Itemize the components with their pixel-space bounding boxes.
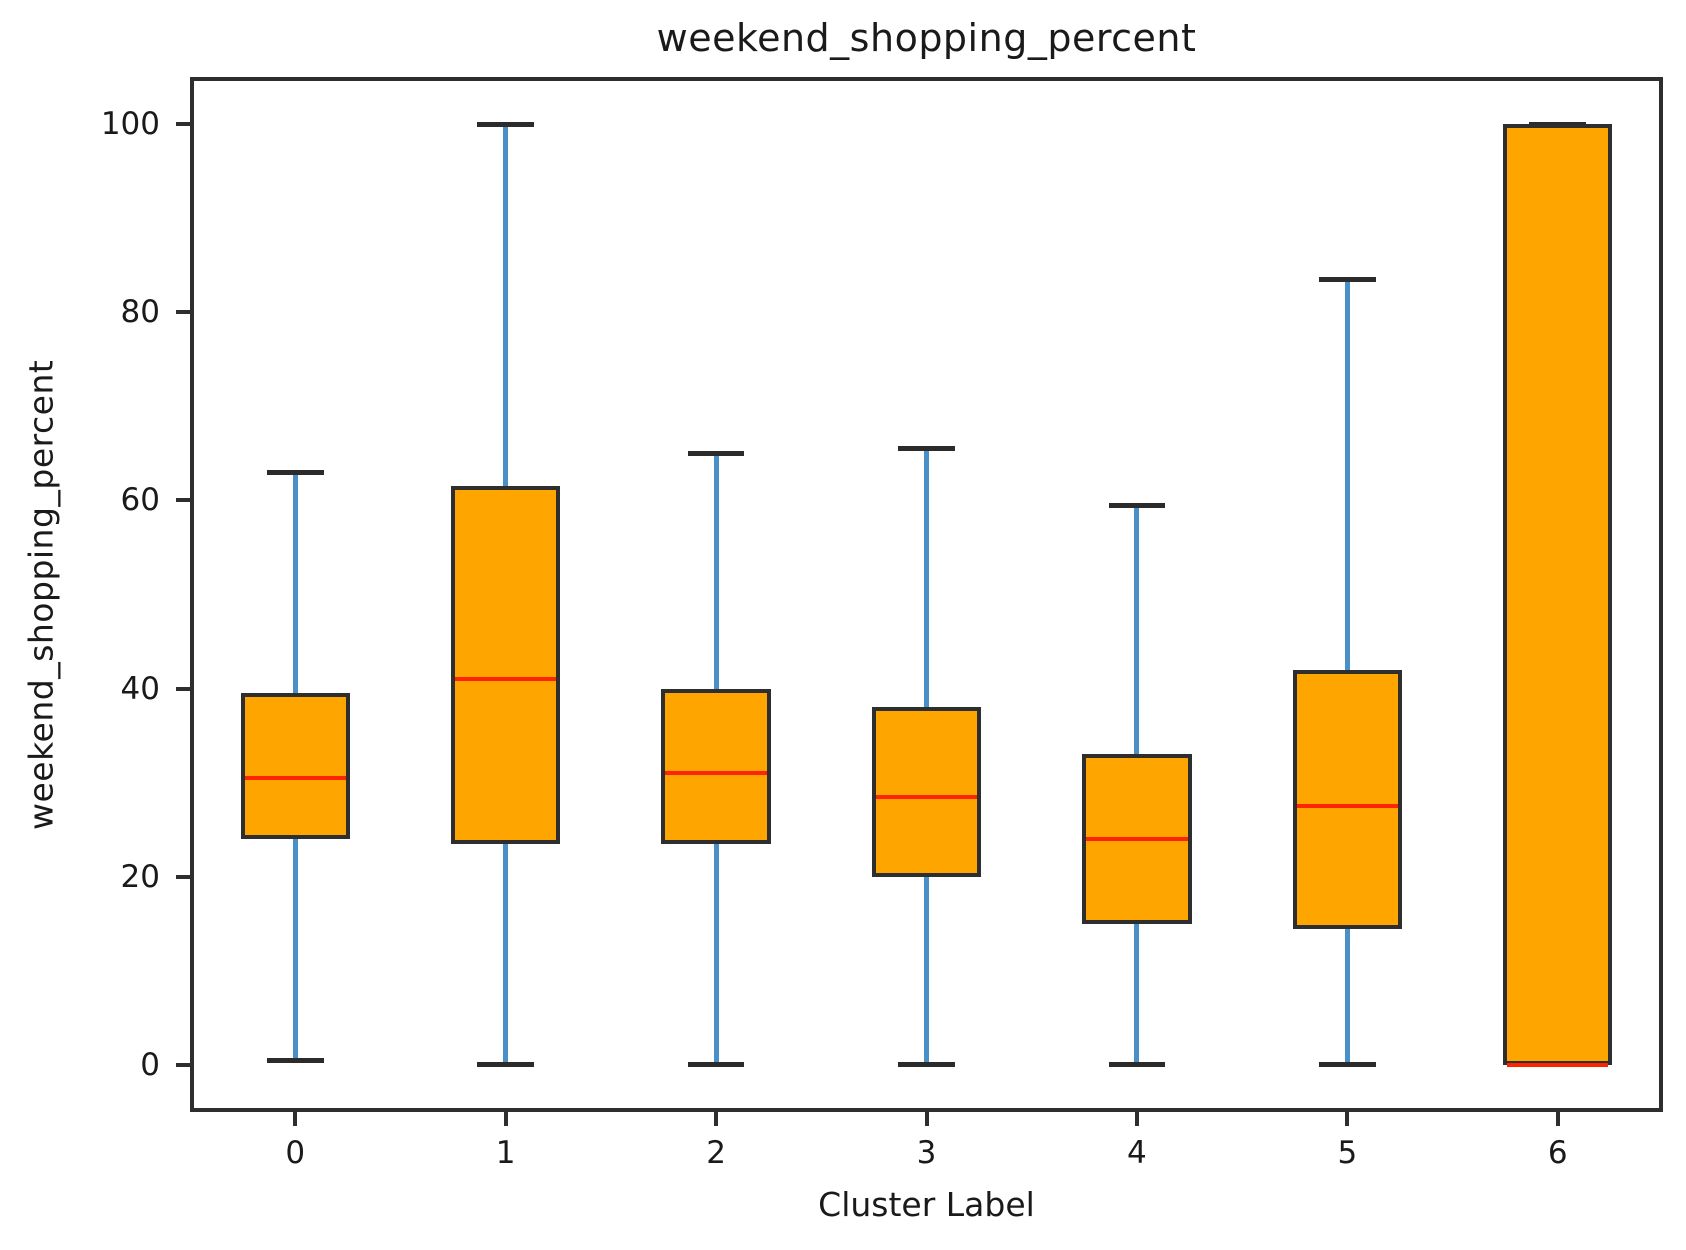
x-tick-mark-6: [1555, 1112, 1560, 1126]
y-tick-mark-100: [176, 122, 190, 127]
y-axis-label: weekend_shopping_percent: [21, 359, 61, 830]
cap-upper-cluster-1: [477, 121, 535, 127]
box-cluster-0: [240, 693, 350, 840]
median-cluster-5: [1296, 804, 1399, 809]
x-tick-label-3: 3: [916, 1135, 937, 1171]
box-cluster-6: [1503, 124, 1613, 1065]
x-tick-mark-5: [1345, 1112, 1350, 1126]
y-tick-label-100: 100: [100, 106, 160, 143]
box-cluster-2: [661, 688, 771, 844]
median-cluster-2: [665, 771, 767, 776]
x-tick-label-5: 5: [1337, 1135, 1358, 1171]
y-tick-mark-0: [176, 1062, 190, 1067]
whisker-upper-cluster-3: [924, 448, 929, 708]
x-tick-mark-1: [503, 1112, 508, 1126]
y-tick-mark-40: [176, 686, 190, 691]
cap-upper-cluster-5: [1318, 276, 1376, 282]
whisker-upper-cluster-4: [1134, 505, 1140, 755]
x-tick-label-1: 1: [495, 1135, 516, 1171]
y-tick-label-80: 80: [120, 294, 160, 331]
y-tick-mark-20: [176, 874, 190, 879]
whisker-upper-cluster-1: [503, 124, 509, 487]
x-tick-mark-3: [924, 1112, 929, 1126]
cap-upper-cluster-3: [898, 446, 955, 452]
cap-lower-cluster-2: [687, 1062, 745, 1068]
x-tick-mark-4: [1134, 1112, 1139, 1126]
whisker-lower-cluster-1: [503, 843, 509, 1065]
median-cluster-3: [875, 794, 978, 799]
y-tick-label-0: 0: [140, 1046, 160, 1083]
cap-lower-cluster-1: [477, 1062, 535, 1068]
whisker-upper-cluster-0: [292, 472, 298, 694]
cap-lower-cluster-3: [898, 1062, 955, 1068]
box-cluster-1: [450, 486, 561, 844]
box-cluster-5: [1292, 669, 1403, 929]
whisker-lower-cluster-0: [292, 839, 298, 1061]
median-cluster-0: [244, 775, 346, 780]
median-cluster-4: [1086, 837, 1188, 842]
box-cluster-3: [871, 707, 982, 877]
cap-upper-cluster-2: [687, 450, 745, 456]
y-tick-mark-60: [176, 498, 190, 503]
x-tick-label-2: 2: [706, 1135, 726, 1171]
y-tick-label-20: 20: [120, 858, 160, 895]
whisker-lower-cluster-3: [924, 876, 929, 1065]
median-cluster-1: [454, 677, 557, 682]
y-tick-mark-80: [176, 310, 190, 315]
y-tick-label-40: 40: [120, 670, 160, 707]
whisker-upper-cluster-5: [1344, 279, 1350, 670]
x-tick-label-4: 4: [1127, 1135, 1147, 1171]
whisker-lower-cluster-4: [1134, 923, 1140, 1065]
x-tick-mark-0: [293, 1112, 298, 1126]
x-tick-label-6: 6: [1547, 1135, 1568, 1171]
cap-upper-cluster-0: [266, 469, 324, 475]
cap-lower-cluster-4: [1108, 1062, 1166, 1068]
cap-upper-cluster-4: [1108, 502, 1166, 508]
y-tick-label-60: 60: [120, 482, 160, 519]
whisker-upper-cluster-2: [713, 453, 719, 689]
x-axis-label: Cluster Label: [818, 1185, 1035, 1224]
x-tick-label-0: 0: [285, 1135, 306, 1171]
whisker-lower-cluster-2: [713, 843, 719, 1065]
median-cluster-6: [1507, 1062, 1609, 1067]
x-tick-mark-2: [714, 1112, 719, 1126]
cap-lower-cluster-5: [1318, 1062, 1376, 1068]
cap-lower-cluster-0: [266, 1057, 324, 1063]
chart-title: weekend_shopping_percent: [656, 16, 1197, 60]
whisker-lower-cluster-5: [1344, 928, 1350, 1065]
